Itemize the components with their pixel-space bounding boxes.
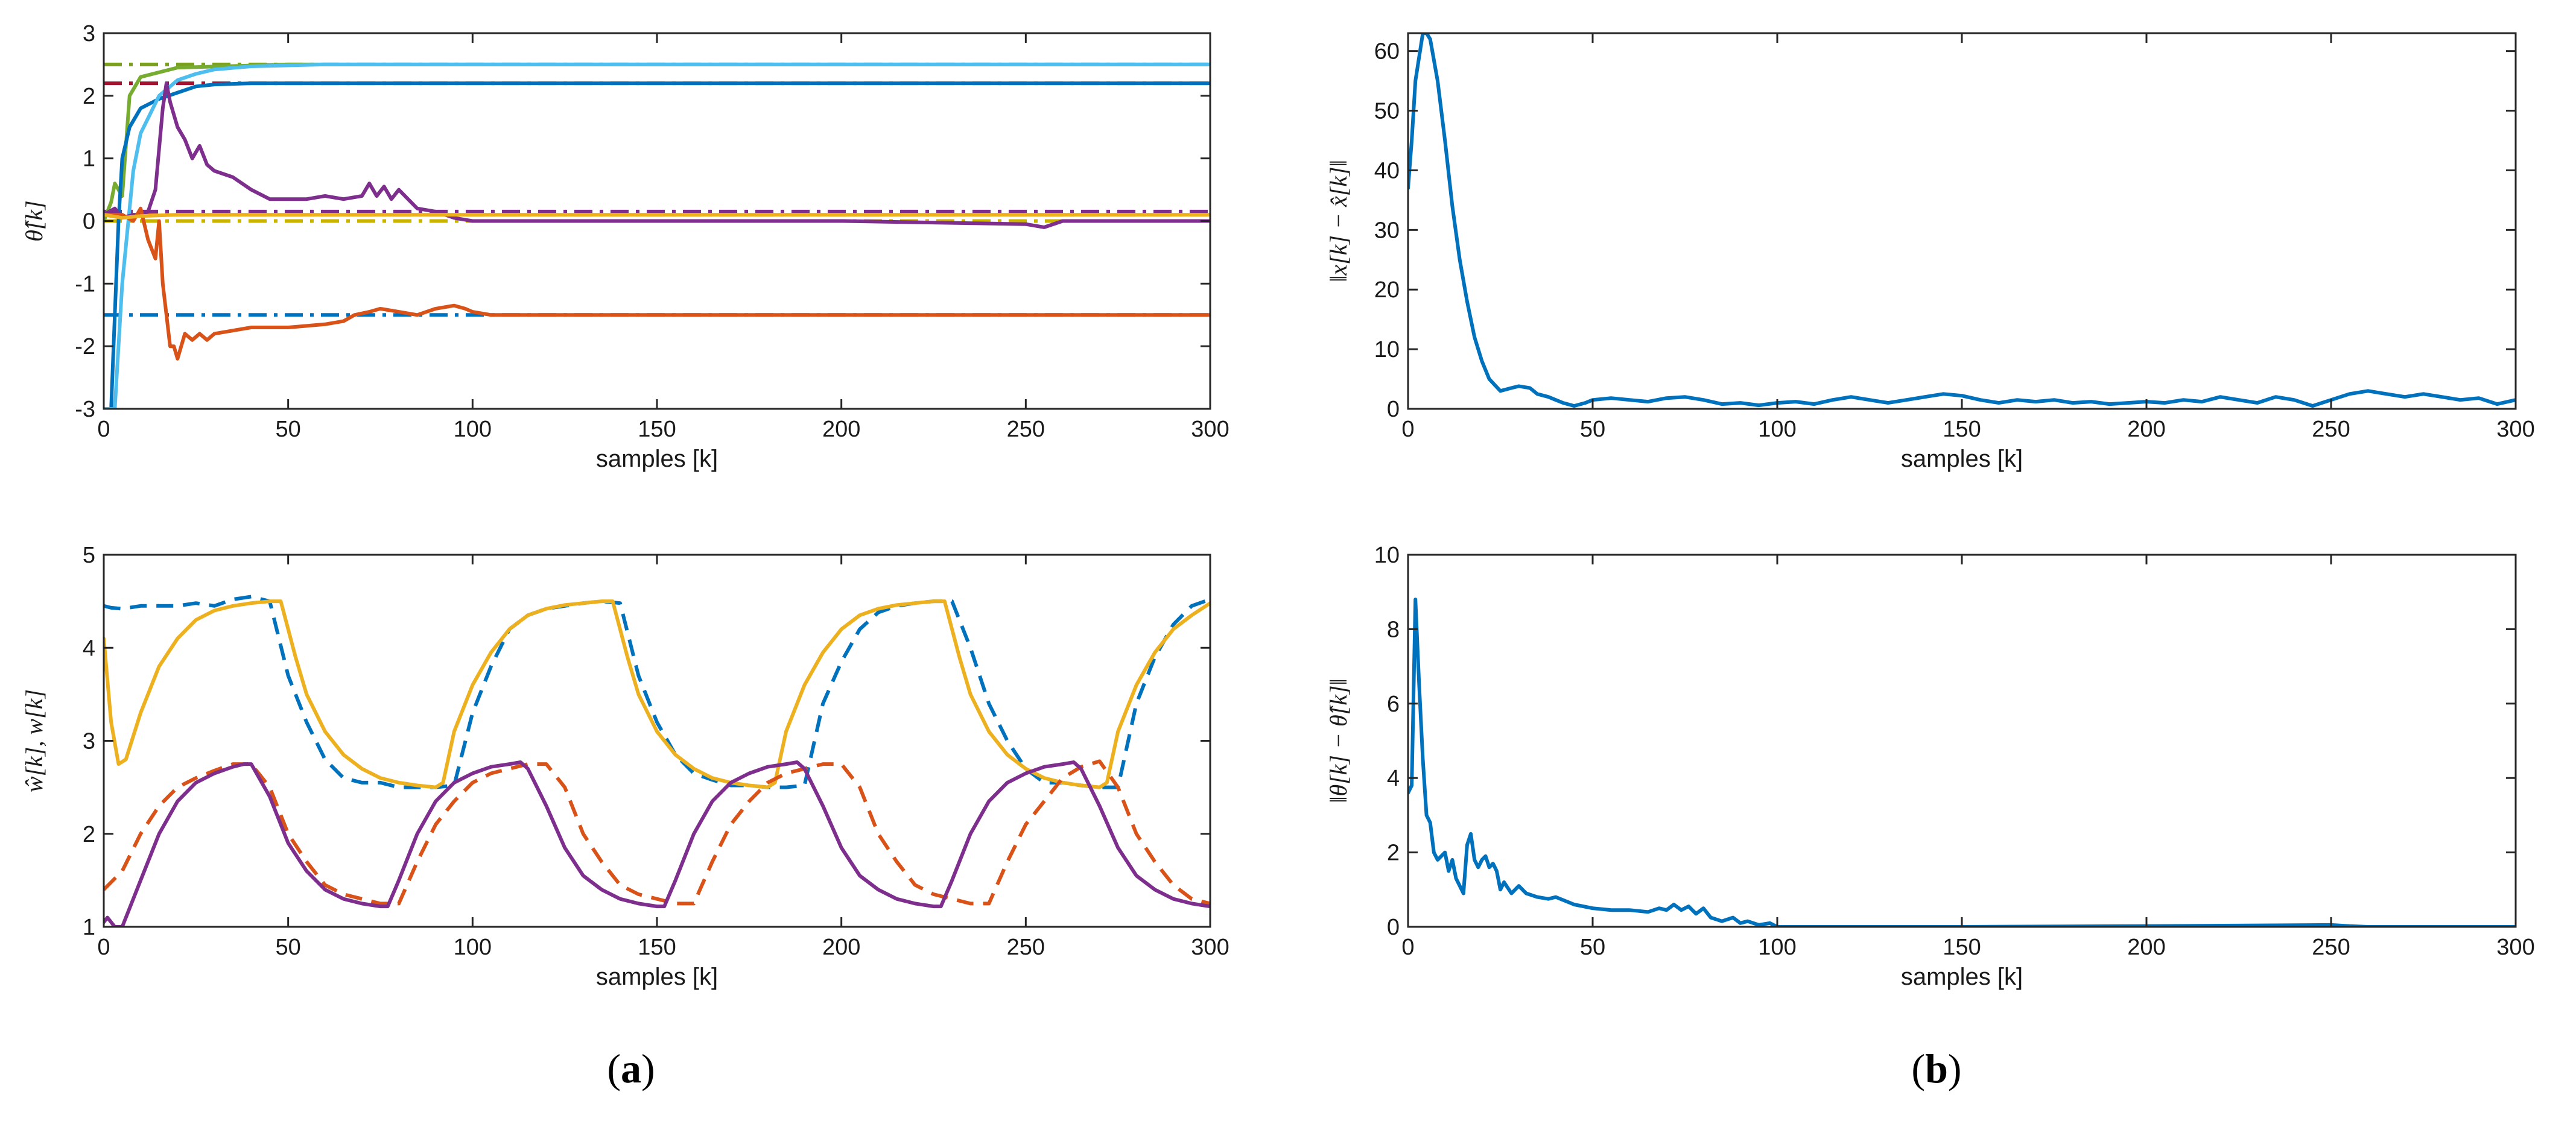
axes-state-error-norm: 0 50 100 150 200 250 300 0 10 20 30 40 50 60 samples [… [1325,32,2535,472]
param_error-x-tick-label: 200 [2127,935,2165,960]
panel-label-b-letter: b [1925,1046,1948,1091]
w_hat-axes-box [103,554,1211,928]
param_error-x-tick-label: 50 [1580,935,1605,960]
axes-parameter-error-norm: 0 50 100 150 200 250 300 0 2 4 6 8 10 samples [k] ‖θ[k… [1325,543,2535,990]
state_error-y-tick-label: 20 [1374,277,1400,303]
state_error-y-tick-label: 30 [1374,218,1400,243]
theta_hat-series-8-line [104,62,1210,409]
param_error-y-axis-label: ‖θ[k] − θ̂[k]‖ [1325,678,1352,803]
param_error-x-tick-label: 300 [2496,935,2534,960]
param_error-series-0-line [1408,598,2516,927]
param_error-y-tick-label: 0 [1387,915,1400,940]
state_error-x-axis-label: samples [k] [1901,446,2023,472]
param_error-y-tick-label: 4 [1387,766,1400,791]
theta_hat-y-axis-label: θ̂[k] [21,200,48,242]
w_hat-x-tick-label: 0 [97,935,110,960]
theta_hat-series-11-line [104,213,1210,220]
w_hat-x-tick-label: 300 [1191,935,1229,960]
theta_hat-x-axis-label: samples [k] [596,446,718,472]
state_error-y-tick-label: 40 [1374,158,1400,183]
w_hat-series-3-line [104,760,1210,927]
param_error-x-tick-label: 100 [1758,935,1796,960]
panel-label-b: (b) [1911,1046,1961,1091]
w_hat-x-tick-label: 150 [638,935,676,960]
param_error-x-tick-label: 250 [2312,935,2350,960]
w_hat-series-2-line [104,759,1210,906]
theta_hat-y-tick-label: 1 [83,147,95,172]
theta_hat-y-tick-label: 0 [83,209,95,235]
theta_hat-y-tick-label: -1 [75,271,95,297]
panel-label-a-letter: a [621,1046,641,1091]
theta_hat-x-tick-label: 150 [638,417,676,442]
state_error-y-tick-label: 60 [1374,39,1400,65]
panel-label-a: (a) [607,1046,655,1091]
theta_hat-y-tick-label: 2 [83,84,95,109]
state_error-axes-box [1407,32,2517,410]
w_hat-y-tick-label: 4 [83,636,95,661]
state_error-x-tick-label: 250 [2312,417,2350,442]
w_hat-y-tick-label: 5 [83,543,95,568]
state_error-x-tick-label: 50 [1580,417,1605,442]
state_error-x-tick-label: 100 [1758,417,1796,442]
w_hat-x-tick-label: 250 [1007,935,1045,960]
state_error-x-tick-label: 150 [1943,417,1981,442]
w_hat-y-tick-label: 3 [83,729,95,754]
axes-theta-hat: 0 50 100 150 200 250 300 -3 -2 -1 0 1 2 3 samples [k] θ… [21,21,1229,472]
w_hat-y-tick-label: 2 [83,822,95,847]
state_error-y-tick-label: 10 [1374,337,1400,362]
theta_hat-x-tick-label: 300 [1191,417,1229,442]
w_hat-series-0-line [104,595,1210,789]
axes-w-hat: 0 50 100 150 200 250 300 1 2 3 4 5 samples [k] ŵ[k], … [21,543,1229,990]
state_error-series-0-line [1408,33,2516,408]
state_error-y-tick-label: 50 [1374,99,1400,124]
param_error-y-tick-label: 10 [1374,543,1400,568]
theta_hat-x-tick-label: 50 [276,417,301,442]
theta_hat-x-tick-label: 0 [97,417,110,442]
param_error-axes-box [1407,554,2517,928]
state_error-y-tick-label: 0 [1387,397,1400,422]
theta_hat-x-tick-label: 100 [454,417,492,442]
w_hat-x-tick-label: 200 [822,935,860,960]
theta_hat-y-tick-label: -2 [75,334,95,359]
param_error-y-tick-label: 2 [1387,841,1400,866]
state_error-x-tick-label: 200 [2127,417,2165,442]
param_error-x-axis-label: samples [k] [1901,964,2023,990]
theta_hat-y-tick-label: -3 [75,397,95,422]
state_error-x-tick-label: 300 [2496,417,2534,442]
state_error-y-axis-label: ‖x[k] − x̂[k]‖ [1325,160,1352,282]
theta_hat-y-tick-label: 3 [83,21,95,46]
w_hat-x-tick-label: 100 [454,935,492,960]
w_hat-series-1-line [104,599,1210,789]
w_hat-x-axis-label: samples [k] [596,964,718,990]
theta_hat-x-tick-label: 200 [822,417,860,442]
theta_hat-series-7-line [104,81,1210,409]
w_hat-x-tick-label: 50 [276,935,301,960]
state_error-x-tick-label: 0 [1401,417,1414,442]
theta_hat-x-tick-label: 250 [1007,417,1045,442]
w_hat-y-tick-label: 1 [83,915,95,940]
param_error-y-tick-label: 6 [1387,692,1400,717]
theta_hat-series-9-line [104,81,1210,229]
theta_hat-series-10-line [104,206,1210,361]
w_hat-y-axis-label: ŵ[k], w[k] [21,689,48,792]
param_error-x-tick-label: 150 [1943,935,1981,960]
param_error-y-tick-label: 8 [1387,617,1400,642]
param_error-x-tick-label: 0 [1401,935,1414,960]
